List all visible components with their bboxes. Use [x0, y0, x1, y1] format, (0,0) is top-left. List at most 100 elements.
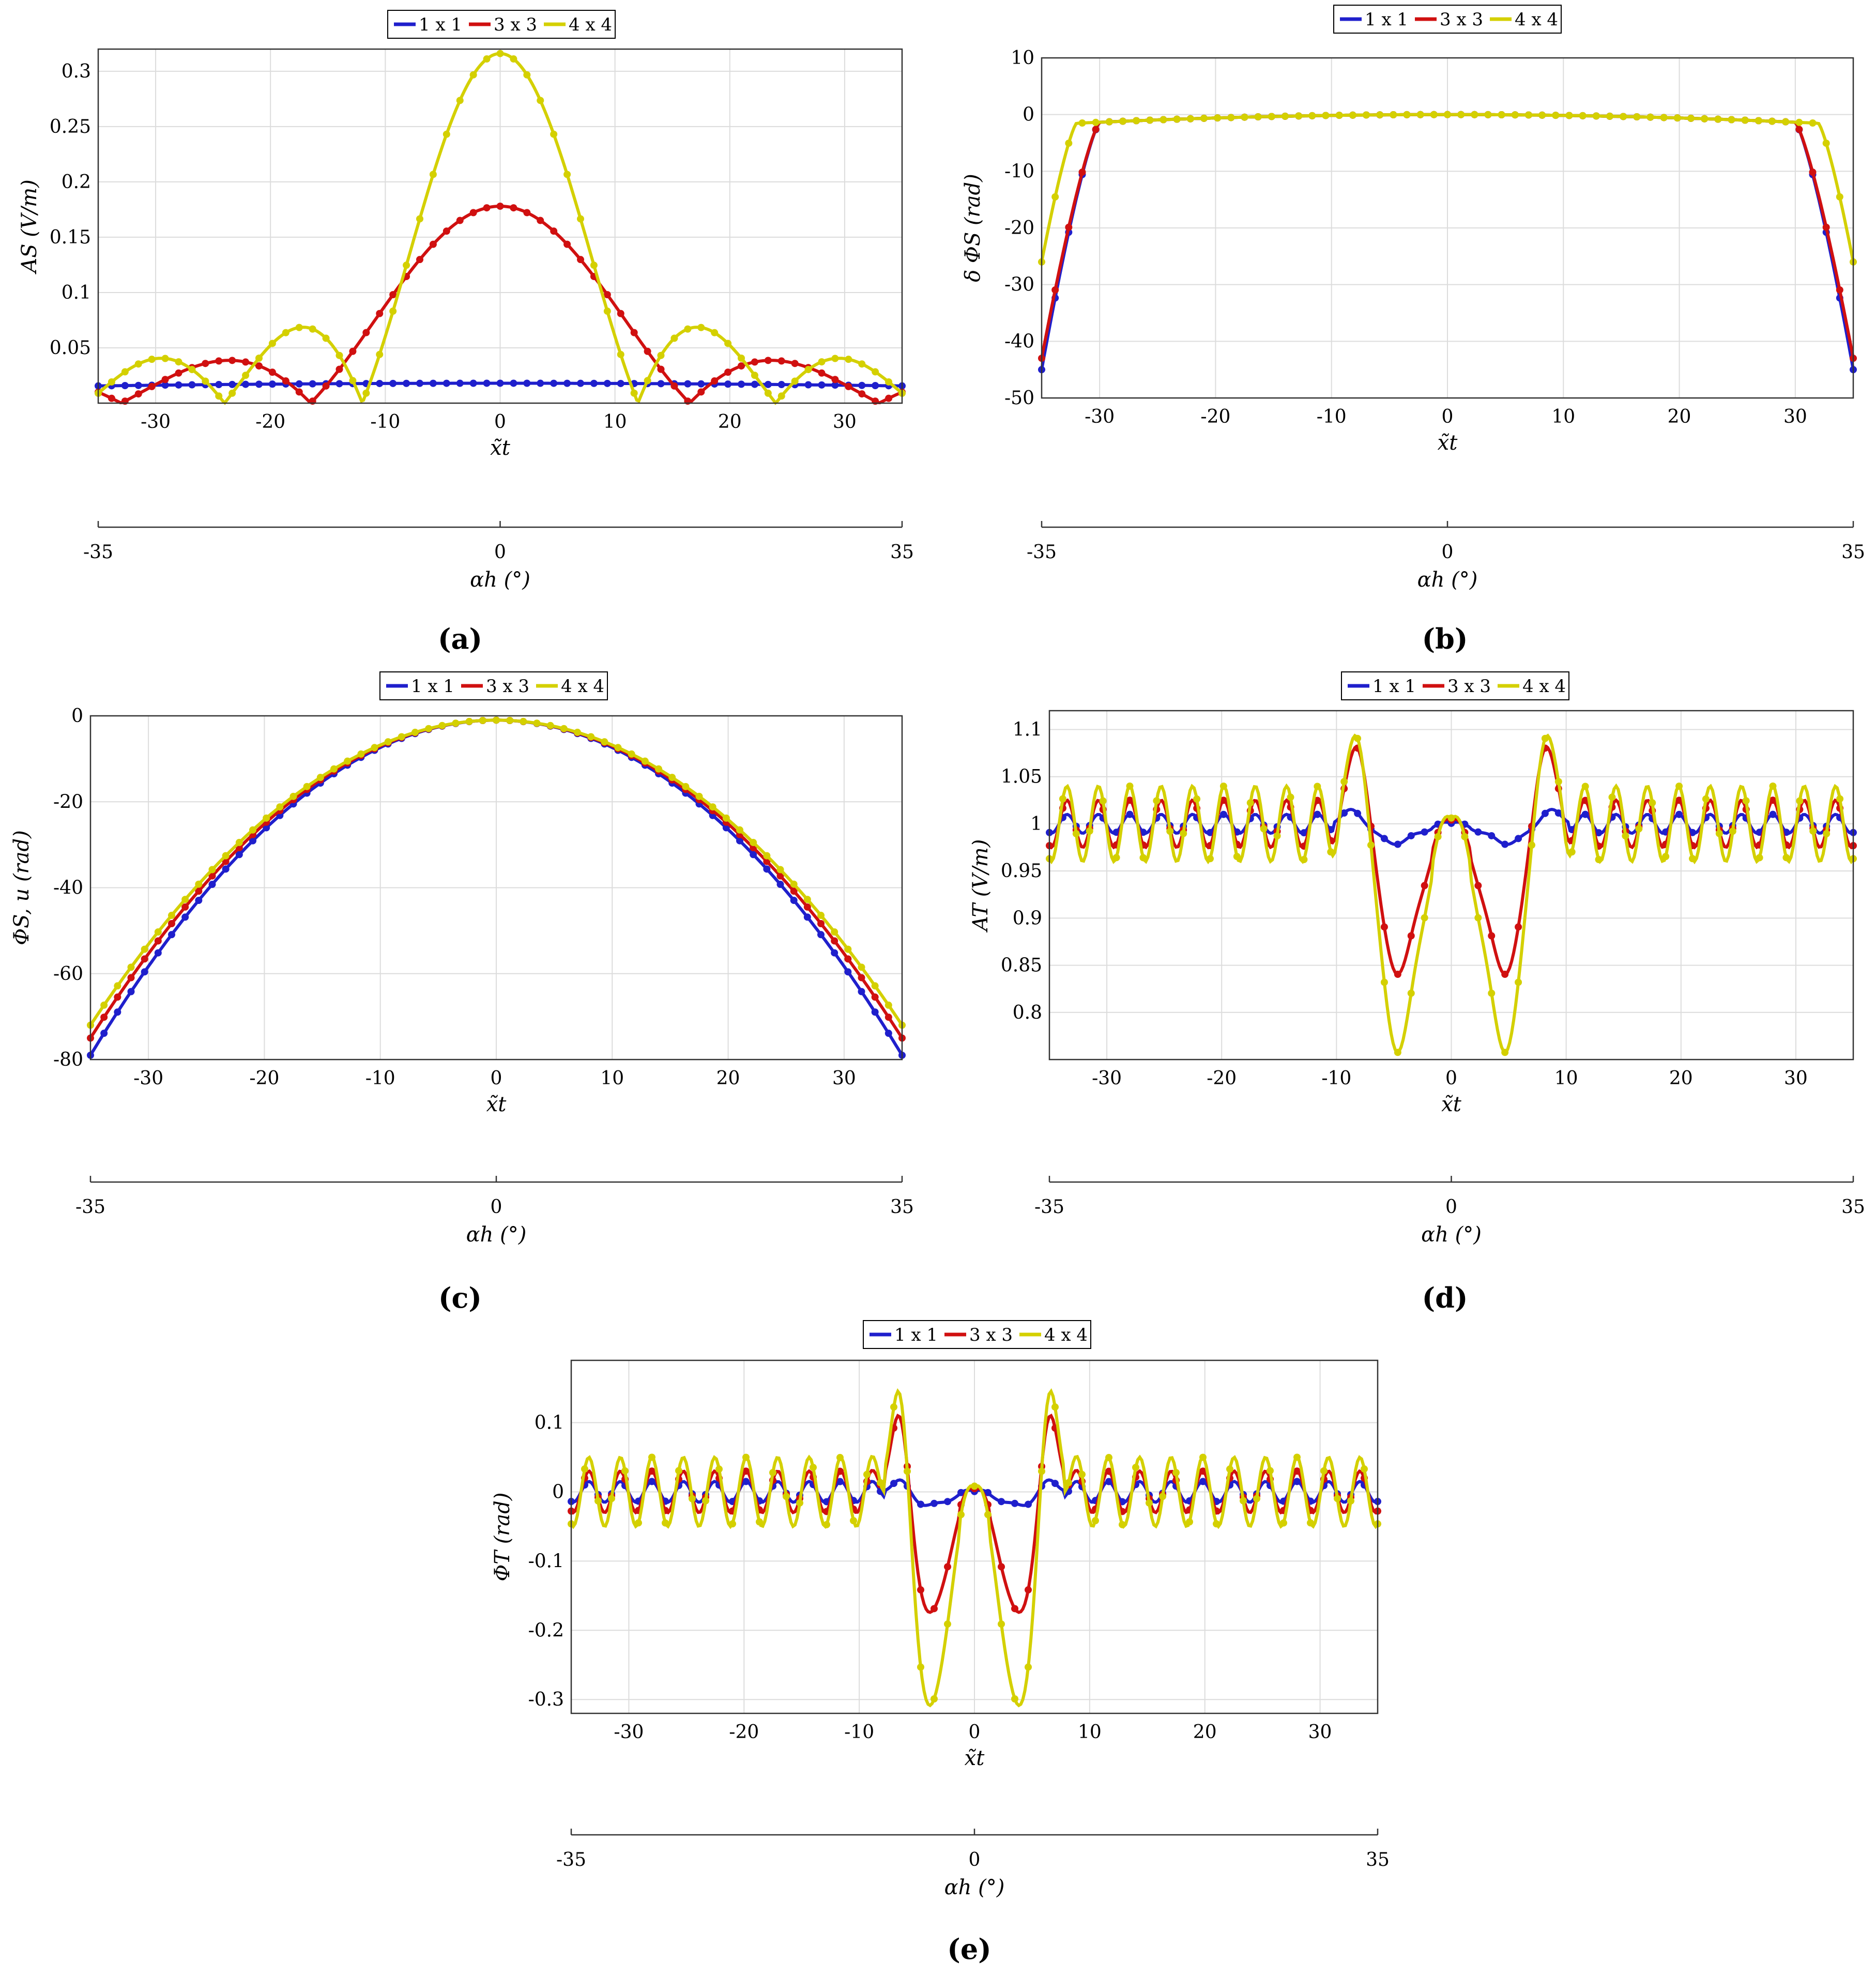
data-point — [403, 379, 410, 387]
x-tick-label: 20 — [716, 1068, 740, 1089]
data-point — [998, 1563, 1005, 1571]
data-point — [1200, 114, 1208, 122]
data-point — [1186, 1518, 1193, 1526]
data-point — [776, 881, 784, 888]
y-tick-label: 0 — [1023, 104, 1034, 126]
data-point — [496, 379, 504, 387]
legend-label: 3 x 3 — [494, 14, 537, 35]
data-point — [738, 362, 745, 370]
data-point — [121, 381, 129, 389]
secondary-axis-tick-label: 0 — [969, 1849, 981, 1870]
data-point — [362, 389, 370, 397]
data-point — [957, 1489, 965, 1496]
data-point — [1649, 799, 1656, 807]
data-point — [134, 390, 142, 398]
data-point — [1025, 1500, 1032, 1508]
data-point — [349, 347, 357, 355]
data-point — [1511, 111, 1519, 119]
data-point — [1394, 840, 1401, 848]
secondary-axis-tick-label: -35 — [1027, 542, 1057, 563]
data-point — [1394, 1049, 1401, 1056]
data-point — [1394, 971, 1401, 978]
data-point — [871, 982, 879, 990]
data-point — [684, 380, 692, 388]
data-point — [371, 744, 378, 752]
data-point — [1199, 1467, 1207, 1475]
data-point — [1474, 882, 1482, 890]
data-point — [208, 866, 216, 873]
legend-label: 1 x 1 — [419, 14, 462, 35]
data-point — [1673, 114, 1681, 122]
data-point — [1501, 840, 1509, 848]
data-point — [587, 733, 595, 741]
x-tick-label: 0 — [969, 1722, 981, 1743]
data-point — [817, 931, 825, 939]
data-point — [1260, 825, 1268, 833]
data-point — [1488, 989, 1496, 997]
legend-label: 3 x 3 — [1447, 676, 1491, 697]
data-point — [456, 97, 464, 104]
data-point — [483, 204, 491, 212]
x-tick-label: 30 — [832, 1068, 856, 1089]
data-point — [1822, 140, 1830, 147]
y-tick-label: 1.05 — [1001, 766, 1042, 788]
data-point — [1836, 286, 1843, 294]
data-point — [228, 389, 236, 397]
data-point — [1633, 113, 1641, 121]
data-point — [804, 365, 812, 373]
data-point — [215, 357, 223, 365]
data-point — [1254, 113, 1262, 121]
data-point — [917, 1586, 924, 1594]
data-point — [614, 744, 622, 752]
data-point — [1214, 114, 1222, 122]
y-tick-label: 0.05 — [50, 338, 91, 359]
data-point — [675, 1467, 682, 1475]
data-point — [1620, 113, 1627, 120]
data-point — [831, 928, 838, 936]
data-point — [1280, 1519, 1287, 1527]
data-point — [601, 738, 608, 746]
data-point — [416, 379, 423, 387]
data-point — [1322, 112, 1330, 119]
data-point — [662, 1519, 669, 1527]
x-tick-label: -20 — [255, 411, 285, 433]
data-point — [711, 329, 719, 336]
data-point — [443, 227, 450, 235]
data-point — [1782, 118, 1790, 126]
data-point — [1314, 783, 1321, 790]
data-point — [1421, 914, 1428, 922]
data-point — [376, 310, 384, 317]
y-tick-label: 10 — [1011, 48, 1034, 69]
data-point — [1293, 1467, 1301, 1475]
y-tick-label: -40 — [53, 878, 83, 899]
data-point — [242, 372, 250, 379]
data-point — [1173, 115, 1181, 123]
data-point — [998, 1498, 1005, 1506]
data-point — [984, 1511, 992, 1519]
data-point — [1592, 112, 1600, 120]
secondary-axis-tick-label: 0 — [1445, 1197, 1457, 1218]
data-point — [1207, 829, 1214, 836]
plot-frame — [1041, 57, 1854, 399]
data-point — [195, 896, 203, 904]
data-point — [1525, 111, 1532, 119]
data-point — [1112, 854, 1120, 862]
data-point — [904, 1467, 911, 1475]
data-point — [1538, 111, 1546, 119]
legend-label: 4 x 4 — [561, 676, 604, 697]
data-point — [817, 919, 825, 927]
data-point — [168, 931, 175, 939]
data-point — [1219, 796, 1227, 804]
data-point — [1349, 111, 1356, 119]
x-tick-label: -30 — [141, 411, 171, 433]
data-point — [831, 381, 839, 389]
data-point — [724, 340, 732, 347]
data-point — [1078, 168, 1086, 176]
data-point — [863, 1470, 871, 1478]
data-point — [222, 865, 230, 873]
data-point — [181, 896, 189, 903]
data-point — [1105, 1467, 1112, 1475]
data-point — [722, 814, 730, 822]
x-tick-label: 0 — [1442, 406, 1454, 427]
y-tick-label: -50 — [1004, 388, 1034, 409]
